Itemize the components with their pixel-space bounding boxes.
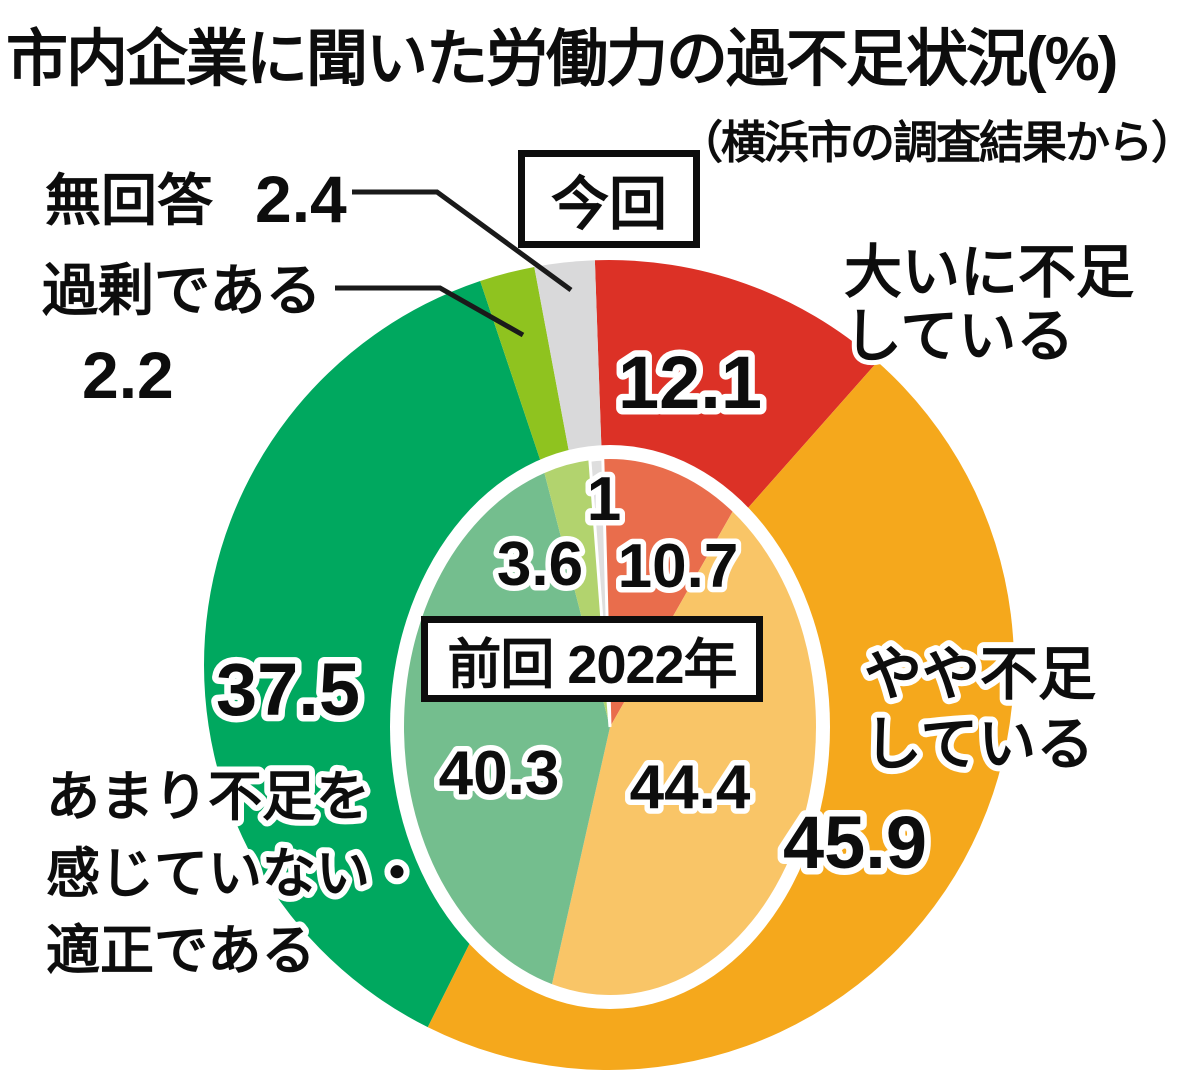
value-slight-shortage-previous: 44.4 <box>630 753 751 822</box>
value-adequate-current: 37.5 <box>216 648 360 731</box>
value-severe-shortage-current: 12.1 <box>618 341 762 424</box>
value-severe-shortage-previous: 10.7 <box>618 532 739 601</box>
value-no-answer-current: 2.4 <box>255 162 347 236</box>
previous-survey-badge: 前回 2022年 <box>421 616 763 702</box>
label-adequate-line2: 感じていない・ <box>46 844 424 904</box>
value-surplus-current: 2.2 <box>82 338 174 412</box>
label-surplus: 過剰である <box>42 259 321 322</box>
chart-title: 市内企業に聞いた労働力の過不足状況(%) <box>6 25 1118 94</box>
label-severe-shortage-line2: している <box>844 304 1074 369</box>
label-slight-shortage-line2: している <box>864 712 1094 777</box>
leader-line-surplus <box>335 285 525 338</box>
leader-line-no-answer <box>352 189 573 293</box>
value-adequate-previous: 40.3 <box>439 739 560 808</box>
label-slight-shortage-line1: やや不足 <box>864 642 1096 707</box>
previous-survey-badge-label: 前回 2022年 <box>447 634 737 695</box>
value-surplus-previous: 3.6 <box>497 530 583 599</box>
label-adequate-line3: 適正である <box>46 921 315 981</box>
label-adequate-line1: あまり不足を <box>46 767 370 827</box>
label-severe-shortage-line1: 大いに不足 <box>844 240 1134 305</box>
value-no-answer-previous: 1 <box>587 465 621 534</box>
current-survey-badge-label: 今回 <box>550 172 667 237</box>
inner-ring-previous-survey <box>404 457 816 995</box>
current-survey-badge: 今回 <box>518 150 700 248</box>
chart-subtitle: （横浜市の調査結果から） <box>677 117 1196 168</box>
label-no-answer: 無回答 <box>45 169 214 232</box>
value-slight-shortage-current: 45.9 <box>783 801 927 884</box>
inner-slice-adequate <box>404 472 610 985</box>
